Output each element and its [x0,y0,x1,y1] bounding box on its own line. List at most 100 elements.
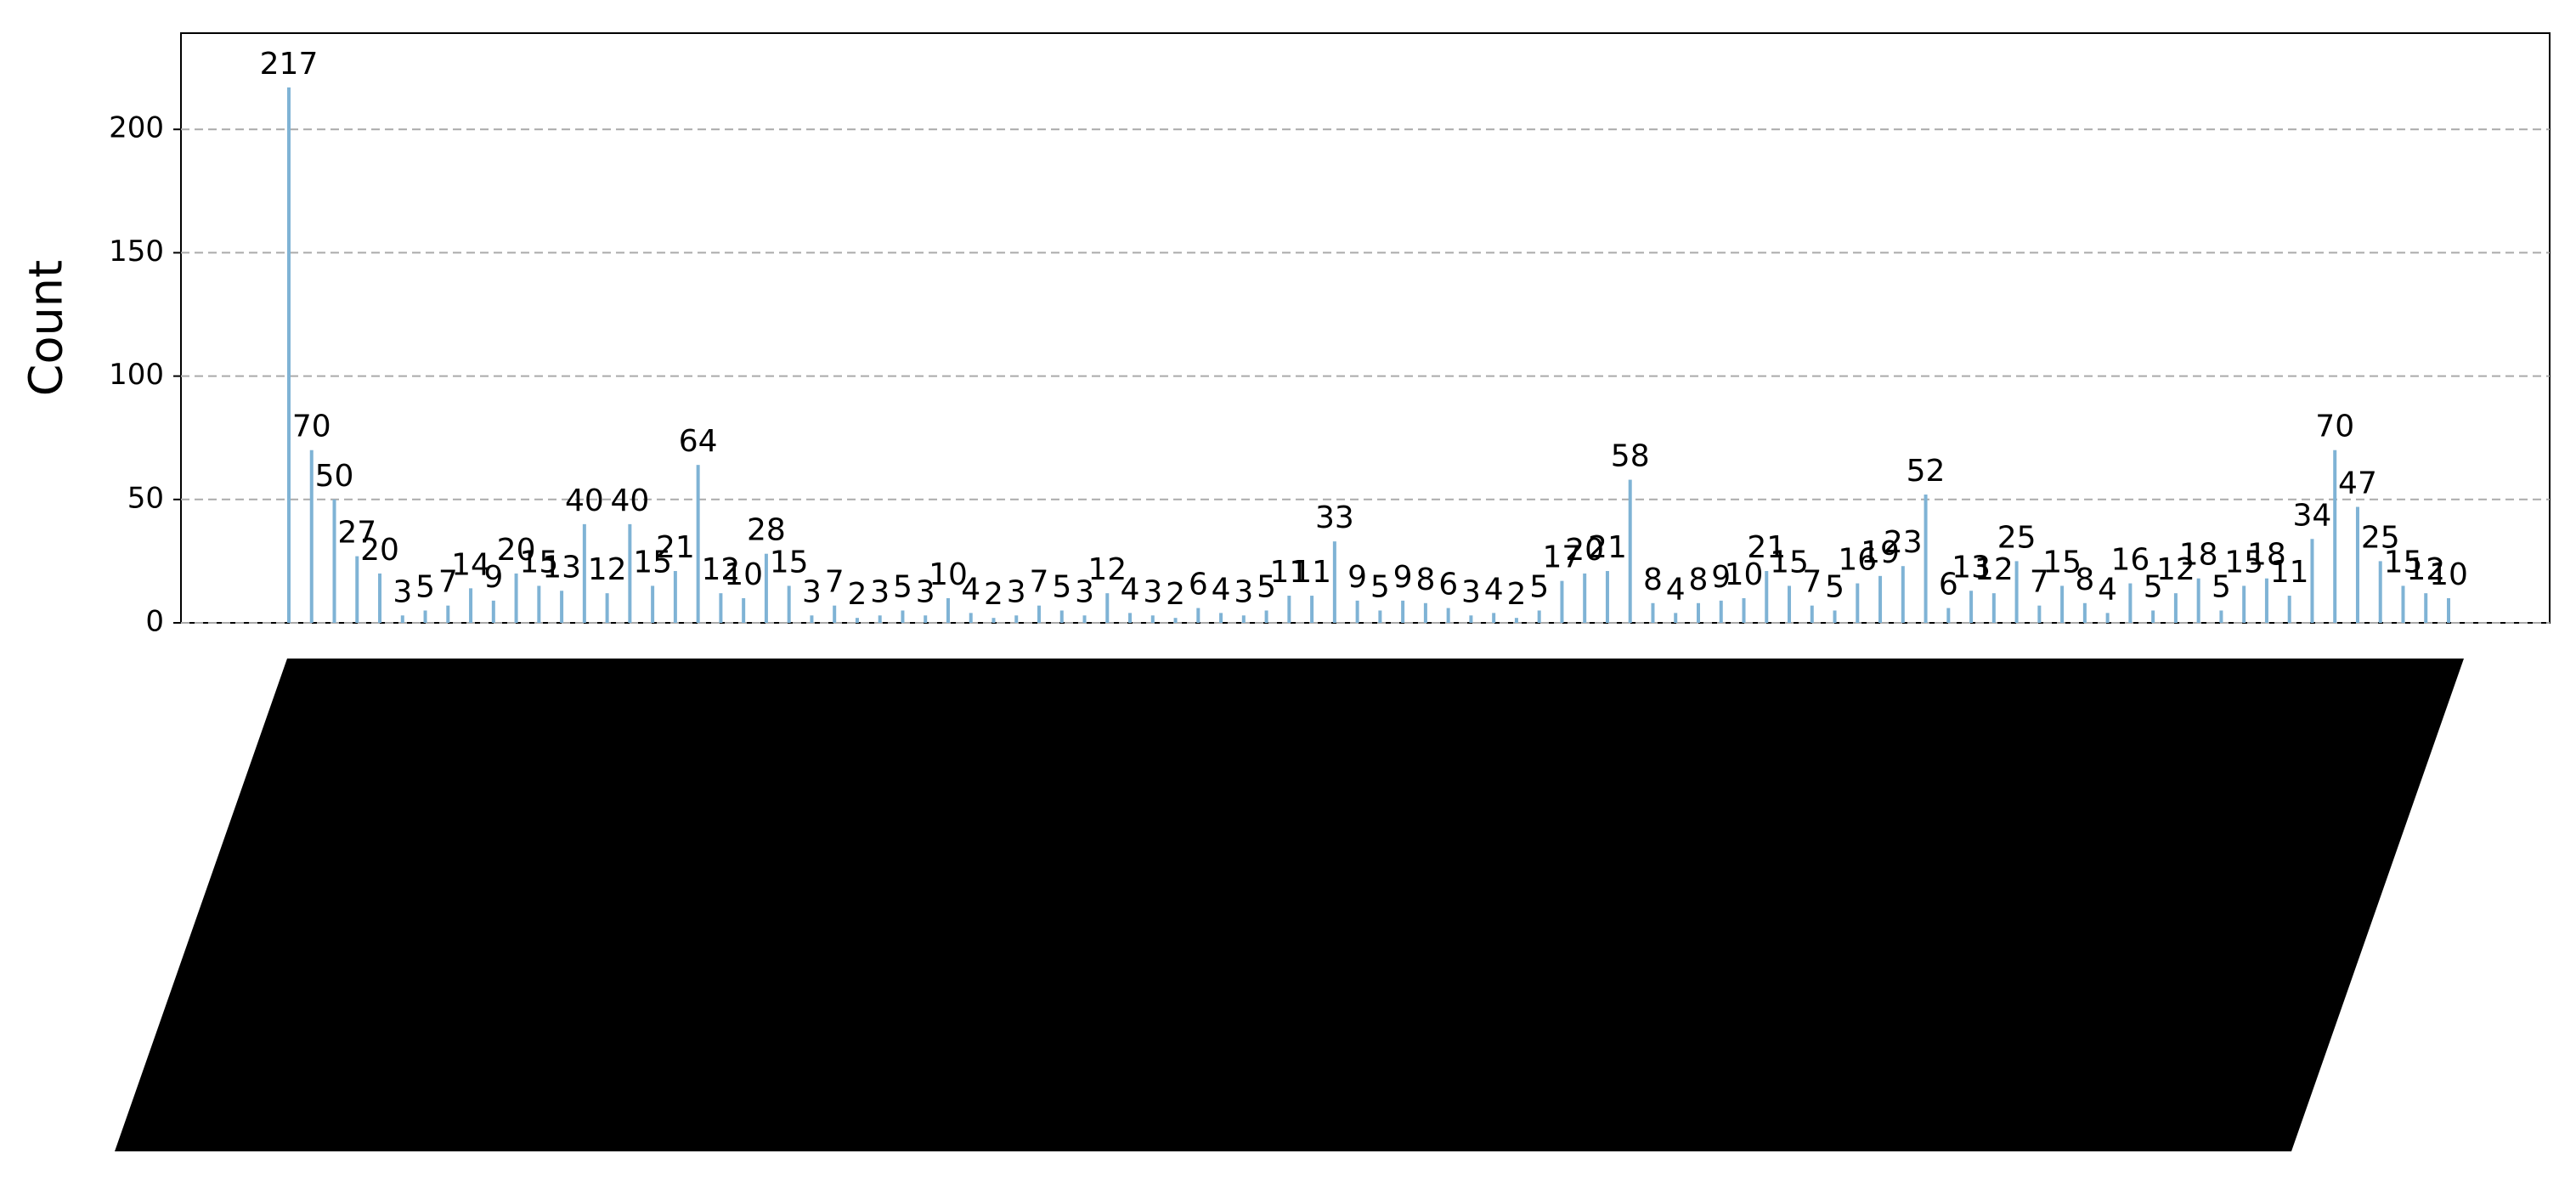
value-label: 3 [1143,574,1162,609]
y-tick-label: 100 [109,358,164,392]
bar [2014,561,2019,623]
bar [2401,585,2405,623]
value-label: 217 [260,47,319,82]
bar [2060,585,2065,623]
bar [1401,600,1405,623]
bar [582,523,586,623]
bar [2128,583,2133,623]
bar [1355,600,1359,623]
bar [469,588,473,623]
value-label: 12 [1974,552,2014,587]
value-label: 18 [2179,538,2218,573]
value-label: 15 [770,545,809,580]
bar [878,615,882,623]
value-label: 5 [1370,569,1390,604]
bar [1788,585,1792,623]
value-label: 21 [1588,530,1627,565]
bar [1014,615,1019,623]
bar [1128,613,1133,623]
bar [1719,600,1723,623]
bar [673,571,677,623]
value-label: 10 [929,557,968,592]
value-label: 2 [1166,577,1185,612]
value-label: 18 [2247,538,2286,573]
bar [924,615,928,623]
bar [2333,449,2337,623]
value-label: 8 [1415,563,1435,597]
value-label: 12 [701,552,740,587]
value-label: 12 [2406,552,2445,587]
bar [1287,596,1291,623]
bar [2173,593,2178,623]
value-label: 8 [1643,563,1663,597]
bar [969,613,973,623]
value-label: 6 [1189,568,1208,602]
value-label: 70 [292,410,331,444]
bar [2310,539,2314,623]
value-label: 7 [1802,565,1822,600]
y-axis-label: Count [20,260,73,396]
value-label: 5 [1052,569,1071,604]
bar [355,556,359,623]
value-label: 2 [1506,577,1526,612]
bar [833,605,837,623]
value-label: 16 [2110,543,2149,578]
value-label: 20 [497,533,536,568]
value-label: 5 [415,569,435,604]
value-label: 3 [916,574,935,609]
bar [1674,613,1678,623]
value-label: 40 [610,483,649,518]
bar [1628,479,1632,623]
bar [287,87,291,624]
bar [901,610,905,623]
value-label: 47 [2338,466,2377,501]
value-label: 5 [2212,569,2231,604]
bar [1378,610,1382,623]
value-label: 3 [802,574,822,609]
bar [1082,615,1087,623]
value-label: 15 [2224,545,2263,580]
bar [2378,561,2382,623]
bar [1310,596,1314,623]
bar [696,465,700,623]
value-label: 33 [1315,500,1354,535]
value-label: 4 [1484,572,1504,607]
value-label: 4 [2098,572,2117,607]
value-label: 4 [961,572,980,607]
bar [1150,615,1155,623]
bar [514,573,518,623]
bar [1219,613,1223,623]
bar [1264,610,1268,623]
bar [810,615,814,623]
value-label: 8 [2075,563,2094,597]
bar [605,593,609,623]
bar [1173,618,1178,623]
bar [855,618,859,623]
bar [1241,615,1246,623]
bar [491,600,495,623]
bar [1037,605,1042,623]
bar [560,591,564,623]
value-label: 15 [519,545,558,580]
bar [787,585,791,623]
value-label: 7 [438,565,458,600]
value-label: 15 [2042,545,2082,580]
value-label: 5 [1825,569,1844,604]
value-label: 5 [1257,569,1276,604]
bar [1856,583,1860,623]
value-label: 5 [2144,569,2163,604]
bar [1696,602,1700,623]
value-label: 4 [1121,572,1140,607]
bar [1514,618,1518,623]
value-label: 50 [315,459,354,494]
bar [719,593,723,623]
bar [2424,593,2428,623]
bar [378,573,382,623]
bar [1833,610,1837,623]
bar [2196,578,2200,623]
bar [1537,610,1541,623]
bar [2287,596,2291,623]
bar [1878,575,1883,623]
value-label: 25 [1997,520,2037,555]
